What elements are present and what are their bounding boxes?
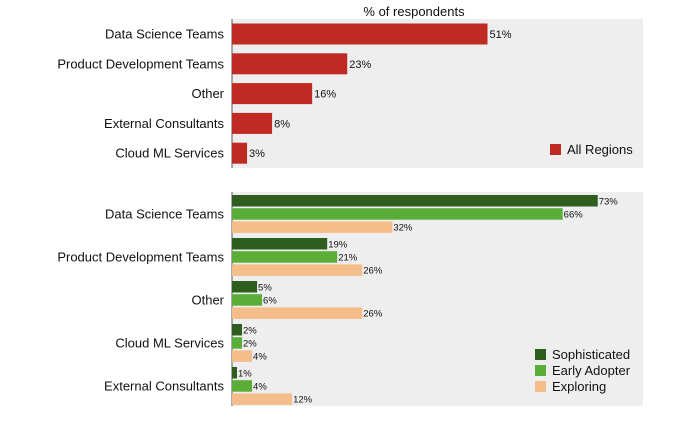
category-label: Other <box>191 86 224 101</box>
bar-other <box>232 83 313 105</box>
bar-other-sophisticated <box>232 281 258 293</box>
category-label: Cloud ML Services <box>115 146 224 161</box>
bar-data-science-teams-exploring <box>232 221 393 233</box>
bar-cloud-ml-services-exploring <box>232 350 253 362</box>
bar-cloud-ml-services-sophisticated <box>232 324 243 336</box>
category-label: Data Science Teams <box>105 206 224 221</box>
data-label: 12% <box>293 395 313 406</box>
data-label: 4% <box>253 381 267 392</box>
bar-external-consultants-early-adopter <box>232 380 253 392</box>
data-label: 19% <box>328 239 348 250</box>
bar-cloud-ml-services <box>232 142 248 164</box>
bar-data-science-teams-sophisticated <box>232 195 598 207</box>
legend-swatch-exploring <box>535 381 546 392</box>
panel-by-maturity: 73% 66% 32% Data Science Teams 19% 21% 26% Prod… <box>57 192 643 406</box>
data-label: 8% <box>274 118 290 130</box>
category-label: External Consultants <box>104 378 224 393</box>
category-label: Data Science Teams <box>105 27 224 42</box>
bar-other-early-adopter <box>232 294 263 306</box>
category-label: Product Development Teams <box>57 56 224 71</box>
bar-product-development-teams-early-adopter <box>232 251 338 263</box>
category-label: External Consultants <box>104 116 224 131</box>
data-label: 73% <box>599 196 619 207</box>
legend-swatch-all-regions <box>550 144 561 155</box>
category-label: Cloud ML Services <box>115 335 224 350</box>
legend-label-all-regions: All Regions <box>567 142 633 157</box>
data-label: 66% <box>564 209 584 220</box>
data-label: 6% <box>263 295 277 306</box>
data-label: 32% <box>393 223 413 234</box>
bar-cloud-ml-services-early-adopter <box>232 337 243 349</box>
data-label: 21% <box>338 252 358 263</box>
legend-label-exploring: Exploring <box>552 379 606 394</box>
bar-product-development-teams-exploring <box>232 264 363 276</box>
legend-swatch-sophisticated <box>535 349 546 360</box>
bar-data-science-teams <box>232 23 488 45</box>
data-label: 5% <box>258 282 272 293</box>
data-label: 16% <box>314 89 336 101</box>
data-label: 26% <box>363 266 383 277</box>
bar-product-development-teams <box>232 53 348 75</box>
legend-swatch-early-adopter <box>535 365 546 376</box>
bar-external-consultants-exploring <box>232 393 293 405</box>
data-label: 23% <box>349 59 371 71</box>
bar-product-development-teams-sophisticated <box>232 238 328 250</box>
bar-external-consultants <box>232 112 273 134</box>
bar-external-consultants-sophisticated <box>232 367 238 379</box>
chart-title: % of respondents <box>363 4 465 19</box>
data-label: 3% <box>249 148 265 160</box>
data-label: 4% <box>253 352 267 363</box>
data-label: 51% <box>490 29 512 41</box>
data-label: 26% <box>363 309 383 320</box>
legend-label-early-adopter: Early Adopter <box>552 363 631 378</box>
bar-other-exploring <box>232 307 363 319</box>
data-label: 2% <box>243 338 257 349</box>
legend-label-sophisticated: Sophisticated <box>552 347 630 362</box>
category-label: Product Development Teams <box>57 249 224 264</box>
panel-all-regions: Data Science Teams 51% Product Development… <box>57 19 643 168</box>
data-label: 2% <box>243 325 257 336</box>
category-label: Other <box>191 292 224 307</box>
data-label: 1% <box>238 368 252 379</box>
bar-data-science-teams-early-adopter <box>232 208 563 220</box>
